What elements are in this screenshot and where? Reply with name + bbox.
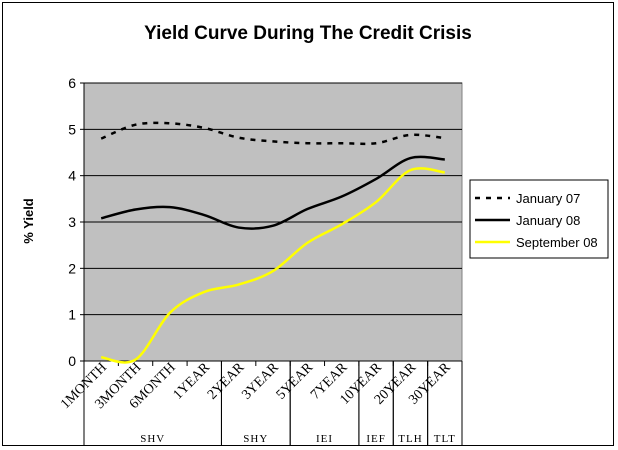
x-tick-label: 1YEAR	[171, 360, 214, 403]
y-axis-label: % Yield	[21, 198, 36, 244]
x-group-label: IEF	[366, 433, 386, 445]
series-lines	[100, 121, 445, 364]
y-tick-label: 6	[68, 75, 76, 91]
y-tick-label: 0	[68, 353, 76, 369]
y-tick-label: 3	[68, 214, 76, 230]
legend-entry-label: September 08	[516, 235, 598, 250]
y-tick-label: 1	[68, 307, 76, 323]
legend-entry-label: January 07	[516, 191, 580, 206]
x-group-label: SHV	[140, 433, 165, 445]
series-line	[100, 167, 445, 364]
x-tick-label: 5YEAR	[274, 360, 317, 403]
x-axis: 1MONTH3MONTH6MONTH1YEAR2YEAR3YEAR5YEAR7Y…	[58, 360, 463, 446]
legend: January 07 January 08 September 08	[469, 179, 609, 259]
legend-entry-label: January 08	[516, 213, 580, 228]
y-tick-label: 2	[68, 260, 76, 276]
chart-title: Yield Curve During The Credit Crisis	[144, 23, 472, 44]
x-group-label: SHY	[243, 433, 268, 445]
x-group-label: TLT	[434, 433, 456, 445]
series-line	[100, 155, 445, 230]
x-tick-label: 2YEAR	[205, 360, 248, 403]
y-axis-ticks: 0 1 2 3 4 5 6	[68, 75, 85, 369]
x-group-label: IEI	[316, 433, 333, 445]
x-tick-label: 3YEAR	[239, 360, 282, 403]
series-line	[100, 121, 445, 146]
y-tick-label: 4	[68, 168, 76, 184]
x-group-label: TLH	[398, 433, 422, 445]
gridlines	[84, 82, 462, 362]
y-tick-label: 5	[68, 121, 76, 137]
